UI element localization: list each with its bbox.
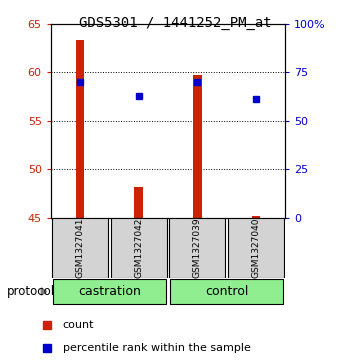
Text: protocol: protocol (7, 285, 55, 298)
Bar (111, 218, 167, 278)
Bar (170, 279, 284, 304)
Text: GSM1327039: GSM1327039 (193, 217, 202, 278)
Text: GDS5301 / 1441252_PM_at: GDS5301 / 1441252_PM_at (79, 16, 271, 30)
Text: control: control (205, 285, 248, 298)
Text: castration: castration (78, 285, 141, 298)
Bar (76, 40, 84, 218)
Bar (252, 216, 260, 218)
Bar (134, 187, 143, 218)
Text: GSM1327042: GSM1327042 (134, 217, 143, 278)
Polygon shape (41, 288, 47, 295)
Bar (169, 218, 225, 278)
Text: count: count (63, 320, 94, 330)
Bar (52, 279, 166, 304)
Bar (52, 218, 108, 278)
Text: percentile rank within the sample: percentile rank within the sample (63, 343, 251, 352)
Text: GSM1327040: GSM1327040 (251, 217, 260, 278)
Bar (193, 75, 202, 218)
Text: GSM1327041: GSM1327041 (76, 217, 85, 278)
Bar (228, 218, 284, 278)
